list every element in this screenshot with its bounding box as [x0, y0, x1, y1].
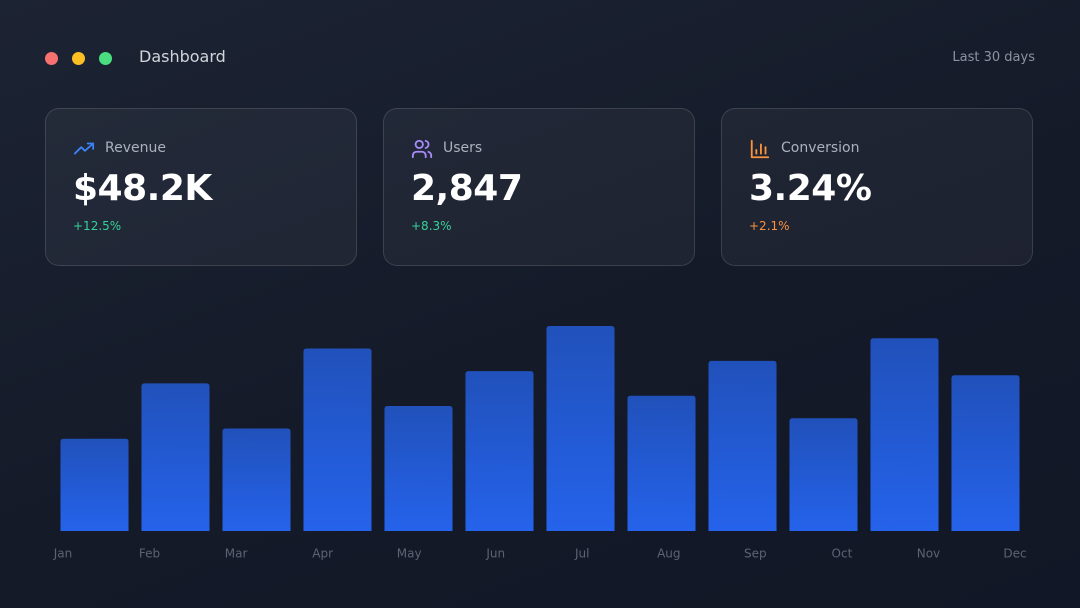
stat-card: Conversion 3.24% +2.1%	[721, 108, 1033, 266]
x-tick-label: Feb	[139, 547, 160, 561]
stat-label: Conversion	[781, 140, 860, 156]
users-icon	[411, 139, 433, 159]
window-dot-yellow[interactable]	[72, 52, 85, 65]
x-tick-label: Jan	[53, 547, 73, 561]
stat-change: +8.3%	[411, 219, 452, 233]
stat-value: $48.2K	[73, 168, 212, 209]
chart-icon	[750, 139, 770, 159]
x-tick-label: Oct	[832, 547, 853, 561]
bar	[789, 418, 858, 531]
x-tick-label: Nov	[917, 547, 940, 561]
x-tick-label: Dec	[1003, 547, 1026, 561]
x-tick-label: May	[397, 547, 422, 561]
x-tick-label: Jun	[485, 547, 505, 561]
stat-label: Users	[443, 140, 483, 156]
bar	[465, 371, 534, 531]
bar	[60, 438, 129, 531]
x-tick-label: Mar	[225, 547, 248, 561]
page-title: Dashboard	[139, 47, 226, 66]
window-dot-red[interactable]	[45, 52, 58, 65]
bar	[951, 375, 1020, 531]
bar	[141, 383, 210, 531]
bar	[546, 326, 615, 531]
bar	[708, 360, 777, 531]
stat-value: 3.24%	[749, 168, 872, 209]
x-tick-label: Apr	[312, 547, 333, 561]
x-tick-label: Aug	[657, 547, 680, 561]
bar	[303, 348, 372, 531]
stat-label: Revenue	[105, 140, 166, 156]
stat-card: Users 2,847 +8.3%	[383, 108, 695, 266]
x-tick-label: Sep	[744, 547, 767, 561]
bar	[870, 338, 939, 531]
bar	[222, 428, 291, 531]
bar	[384, 405, 453, 531]
period-selector[interactable]: Last 30 days	[952, 50, 1035, 65]
stat-card: Revenue $48.2K +12.5%	[45, 108, 357, 266]
stat-value: 2,847	[411, 168, 523, 209]
trend-icon	[73, 142, 95, 155]
window-dot-green[interactable]	[99, 52, 112, 65]
bar	[627, 395, 696, 531]
stat-change: +12.5%	[73, 219, 122, 233]
x-tick-label: Jul	[574, 547, 589, 561]
stat-change: +2.1%	[749, 219, 790, 233]
